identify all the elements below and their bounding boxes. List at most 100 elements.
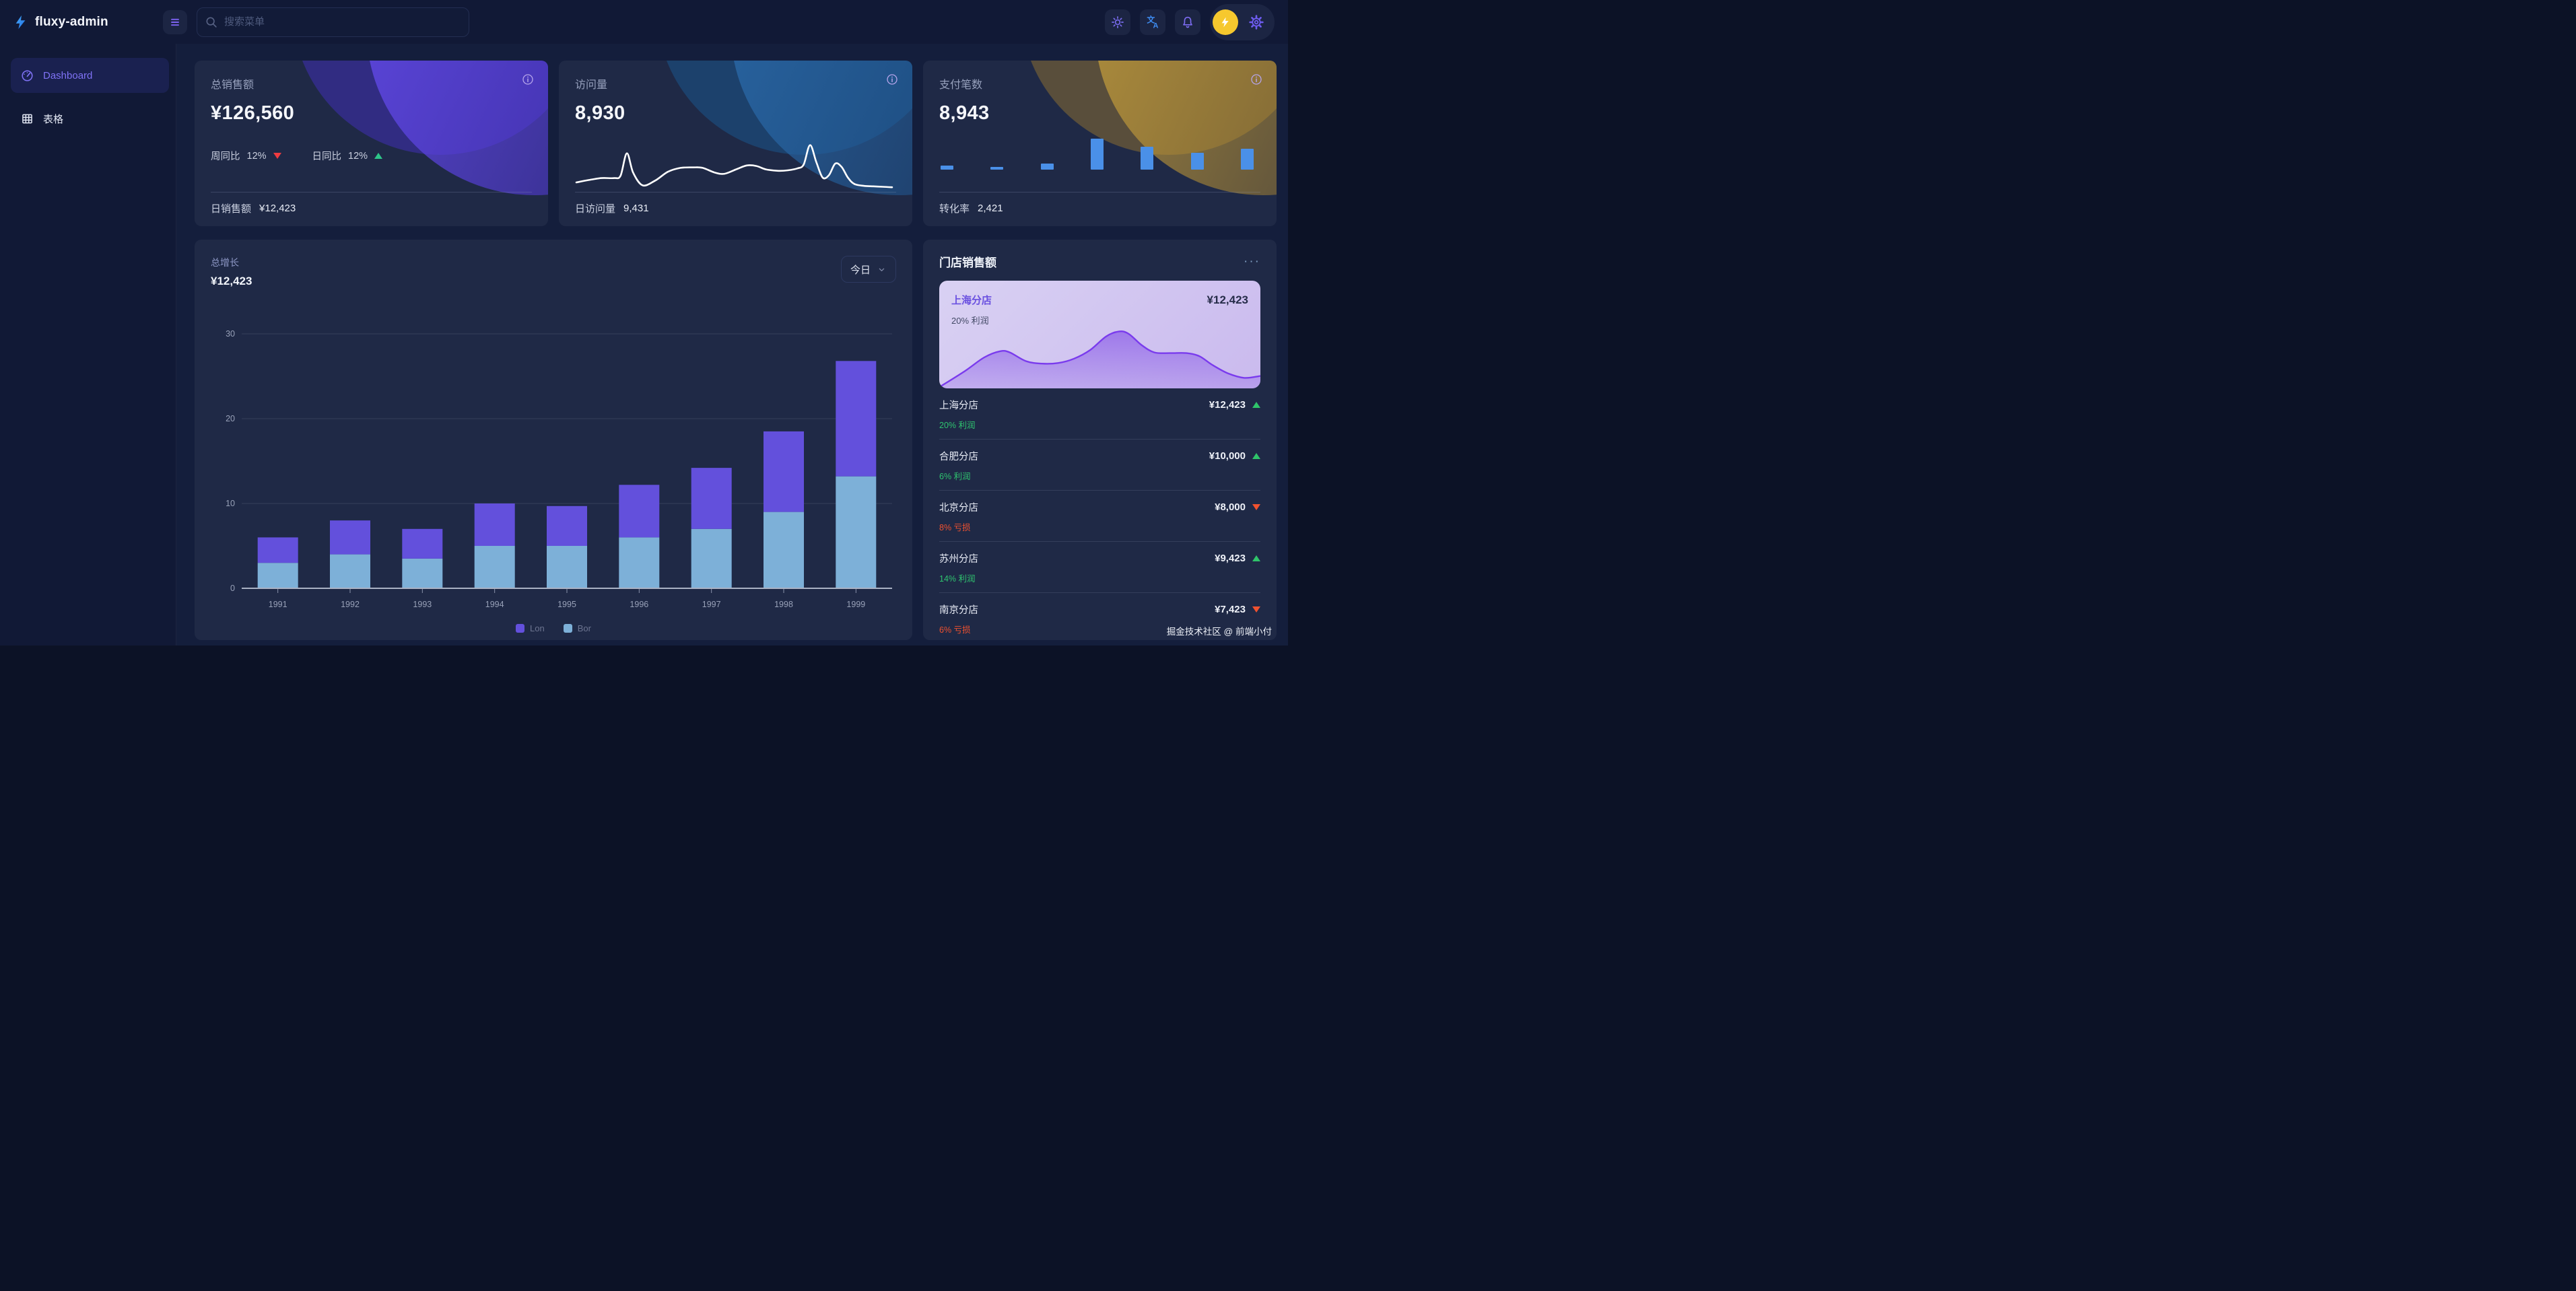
trend-arrow-icon	[1252, 504, 1260, 510]
mini-bar	[1240, 149, 1254, 170]
trend-value: 12%	[246, 150, 267, 162]
trend-arrow-icon	[1252, 555, 1260, 561]
trend-row: 周同比 12% 日同比 12%	[211, 149, 532, 163]
store-name: 南京分店	[939, 605, 978, 616]
growth-chart-card: 总增长 ¥12,423 今日 0 10 20 30 1991 1992 1993 1994 19…	[195, 240, 912, 640]
footer-label: 日销售额	[211, 203, 252, 215]
store-note: 6% 亏损	[939, 625, 971, 635]
card-footer: 转化率 2,421	[939, 192, 1260, 215]
svg-text:1992: 1992	[341, 600, 360, 609]
svg-text:A: A	[1153, 22, 1158, 30]
svg-text:20: 20	[226, 414, 235, 423]
language-switch-button[interactable]: 文 A	[1140, 9, 1165, 35]
legend-item-bor[interactable]: Bor	[563, 623, 591, 633]
search-input[interactable]	[197, 7, 469, 37]
svg-text:10: 10	[226, 499, 235, 508]
stat-cards-row: 总销售额 ¥126,560 周同比 12% 日同比 12%	[195, 61, 1277, 226]
payments-mini-bar-chart	[941, 139, 1254, 170]
avatar[interactable]	[1213, 9, 1238, 35]
footer-label: 日访问量	[575, 203, 616, 215]
info-icon[interactable]	[885, 73, 899, 86]
chevron-down-icon	[879, 268, 885, 271]
sidebar-item-table[interactable]: 表格	[11, 101, 169, 136]
mini-bar	[1040, 163, 1054, 170]
store-note: 20% 利润	[939, 421, 976, 430]
gear-icon[interactable]	[1248, 14, 1264, 30]
notifications-button[interactable]	[1175, 9, 1200, 35]
user-settings-pill[interactable]	[1210, 3, 1275, 40]
search-box	[197, 7, 469, 37]
footer-value: 2,421	[978, 203, 1003, 214]
sidebar-item-label: Dashboard	[43, 69, 93, 81]
trend-arrow-icon	[1252, 606, 1260, 613]
store-list-item[interactable]: 南京分店 ¥7,423 6% 亏损	[939, 593, 1260, 640]
period-select[interactable]: 今日	[840, 256, 896, 283]
footer-value: ¥12,423	[259, 203, 296, 214]
mini-bar	[1141, 146, 1154, 170]
navbar-actions: 文 A	[1105, 3, 1275, 40]
trend-arrow-icon	[1252, 453, 1260, 459]
store-list-item[interactable]: 苏州分店 ¥9,423 14% 利润	[939, 542, 1260, 593]
panel-title: 门店销售额	[939, 256, 996, 269]
divider	[939, 192, 1260, 193]
card-footer: 日访问量 9,431	[575, 192, 896, 215]
legend-label: Lon	[530, 623, 545, 633]
footer-label: 转化率	[939, 203, 970, 215]
store-name: 合肥分店	[939, 452, 978, 462]
menu-toggle-button[interactable]	[163, 9, 187, 34]
store-note: 14% 利润	[939, 574, 976, 584]
svg-text:30: 30	[226, 329, 235, 339]
table-grid-icon	[22, 114, 32, 123]
trend-label: 日同比	[312, 151, 342, 162]
trend-weekly: 周同比 12%	[211, 149, 281, 163]
store-name: 北京分店	[939, 503, 978, 514]
lightning-avatar-icon	[1221, 17, 1229, 27]
svg-text:1993: 1993	[413, 600, 432, 609]
store-value: ¥12,423	[1209, 399, 1246, 411]
store-value: ¥7,423	[1215, 604, 1246, 615]
store-highlight-card[interactable]: 上海分店 ¥12,423 20% 利润	[939, 281, 1260, 388]
store-value: ¥10,000	[1209, 450, 1246, 462]
chart-title: 总增长	[211, 257, 239, 268]
brand-logo[interactable]: fluxy-admin	[13, 14, 163, 30]
legend-item-lon[interactable]: Lon	[516, 623, 545, 633]
trend-value: 12%	[348, 150, 368, 162]
svg-text:1994: 1994	[485, 600, 504, 609]
svg-text:1995: 1995	[557, 600, 576, 609]
ellipsis-menu-icon[interactable]: ···	[1244, 254, 1260, 269]
store-list-item[interactable]: 上海分店 ¥12,423 20% 利润	[939, 388, 1260, 440]
dashboard-page: fluxy-admin	[0, 0, 1288, 646]
store-note: 6% 利润	[939, 472, 971, 481]
card-footer: 日销售额 ¥12,423	[211, 192, 532, 215]
divider	[575, 192, 896, 193]
stat-card-visits: 访问量 8,930 日访问量 9,431	[559, 61, 912, 226]
info-icon[interactable]	[521, 73, 535, 86]
theme-toggle-button[interactable]	[1105, 9, 1130, 35]
store-name: 苏州分店	[939, 554, 978, 565]
app-title: fluxy-admin	[35, 14, 108, 29]
store-list: 上海分店 ¥12,423 20% 利润 合肥分店 ¥10,000	[939, 388, 1260, 640]
translate-icon: 文 A	[1147, 14, 1158, 30]
mini-bar	[941, 166, 953, 170]
footer-value: 9,431	[623, 203, 649, 214]
visits-sparkline-chart	[574, 140, 897, 194]
store-sales-panel: 门店销售额 ··· 上海分店 ¥12,423 20% 利润 上海分店	[923, 240, 1277, 640]
mini-bar	[1190, 152, 1204, 170]
info-icon[interactable]	[1250, 73, 1263, 86]
store-area-chart	[939, 326, 1260, 388]
trend-daily: 日同比 12%	[312, 149, 383, 163]
period-select-value: 今日	[850, 264, 871, 276]
trend-arrow-icon	[1252, 402, 1260, 408]
mini-bar	[990, 166, 1004, 170]
search-icon	[206, 16, 217, 28]
store-list-item[interactable]: 合肥分店 ¥10,000 6% 利润	[939, 440, 1260, 491]
trend-up-arrow-icon	[374, 153, 383, 159]
store-value: ¥9,423	[1215, 553, 1246, 564]
store-list-item[interactable]: 北京分店 ¥8,000 8% 亏损	[939, 491, 1260, 542]
sidebar-item-dashboard[interactable]: Dashboard	[11, 58, 169, 93]
stat-card-payments: 支付笔数 8,943 转化率 2,421	[923, 61, 1277, 226]
credit-watermark: 掘金技术社区 @ 前端小付	[1166, 627, 1272, 637]
svg-text:1998: 1998	[774, 600, 793, 609]
sidebar: Dashboard 表格	[0, 44, 176, 646]
svg-text:0: 0	[230, 584, 235, 593]
